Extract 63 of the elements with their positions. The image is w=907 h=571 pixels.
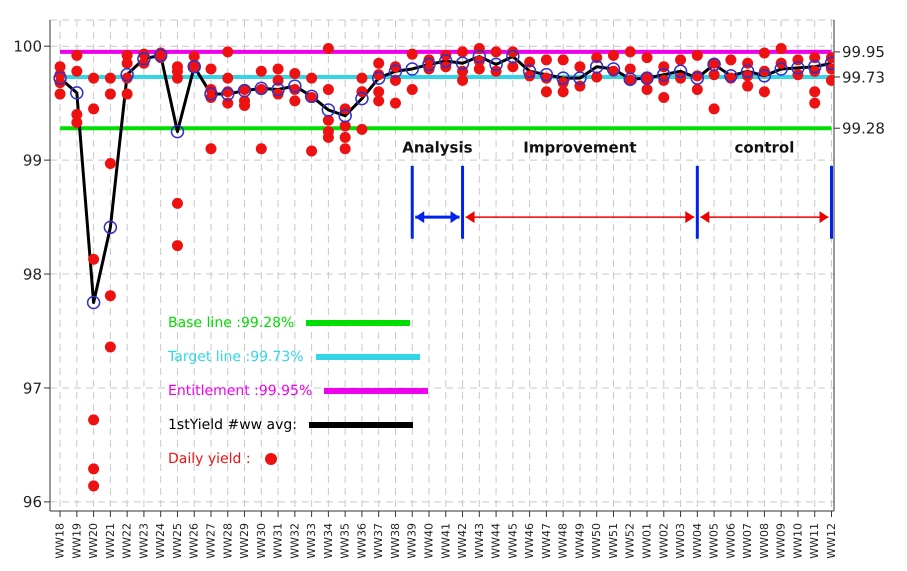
x-tick-label: WW45 [506,523,520,559]
x-tick-label: WW10 [791,523,804,559]
x-tick-label: WW46 [523,523,536,559]
x-tick-label: WW39 [406,523,419,559]
text: 1stYield #ww avg: [168,417,298,433]
text: Entitlement :99.95% [168,383,312,399]
x-tick-label: WW06 [724,523,738,559]
x-tick-label: WW12 [824,523,838,559]
x-tick-label: WW28 [221,523,234,559]
x-tick-label: WW32 [288,523,302,559]
x-tick-label: WW19 [70,523,84,559]
x-tick-label: WW47 [540,523,553,559]
x-tick-label: WW36 [355,523,368,559]
y2-tick-label: 99.28 [842,120,885,138]
x-tick-label: WW24 [154,523,168,559]
x-tick-label: WW26 [188,523,201,559]
x-tick-label: WW35 [338,523,352,559]
annotation: Improvement [523,138,637,157]
x-tick-label: WW07 [741,523,754,559]
x-tick-label: WW22 [120,523,134,559]
x-tick-label: WW37 [372,523,386,559]
text: Target line :99.73% [168,349,304,365]
x-tick-label: WW33 [305,523,318,559]
annotation: control [734,138,794,157]
x-tick-label: WW09 [774,523,788,559]
x-tick-label: WW34 [322,523,335,559]
y-tick-label: 97 [22,379,42,398]
text: Base line :99.28% [168,315,294,331]
x-tick-label: WW03 [674,523,688,559]
y2-tick-label: 99.95 [842,43,885,62]
x-tick-label: WW02 [657,523,670,559]
x-tick-label: WW30 [254,523,268,559]
legend-label: Daily yield : [168,451,251,467]
x-tick-label: WW49 [573,523,586,559]
x-tick-label: WW48 [556,523,570,559]
annotation: Analysis [402,138,473,157]
y-tick-label: 99 [22,151,42,170]
x-tick-label: WW29 [238,523,252,559]
x-tick-label: WW41 [439,523,452,559]
x-tick-label: WW52 [624,523,637,559]
x-tick-label: WW50 [590,523,604,559]
x-tick-label: WW44 [490,523,503,559]
y2-tick-label: 99.73 [842,68,885,86]
y-tick-label: 98 [22,265,42,284]
x-tick-label: WW31 [272,523,285,559]
x-tick-label: WW05 [708,523,721,559]
y-tick-label: 100 [13,38,42,56]
x-tick-label: WW01 [640,523,654,559]
x-tick-label: WW42 [456,523,470,559]
x-tick-label: WW11 [808,523,822,559]
x-tick-label: WW04 [690,523,704,559]
y-tick-label: 96 [22,493,42,512]
x-tick-label: WW21 [104,523,117,559]
x-tick-label: WW18 [54,523,67,559]
x-tick-label: WW08 [758,523,771,559]
x-tick-label: WW27 [204,523,218,559]
x-tick-label: WW25 [170,523,184,559]
x-tick-label: WW51 [606,523,620,559]
x-tick-label: WW40 [422,523,436,559]
x-tick-label: WW38 [388,523,402,559]
x-tick-label: WW23 [137,523,150,559]
x-tick-label: WW20 [87,523,100,559]
x-tick-label: WW43 [472,523,486,559]
